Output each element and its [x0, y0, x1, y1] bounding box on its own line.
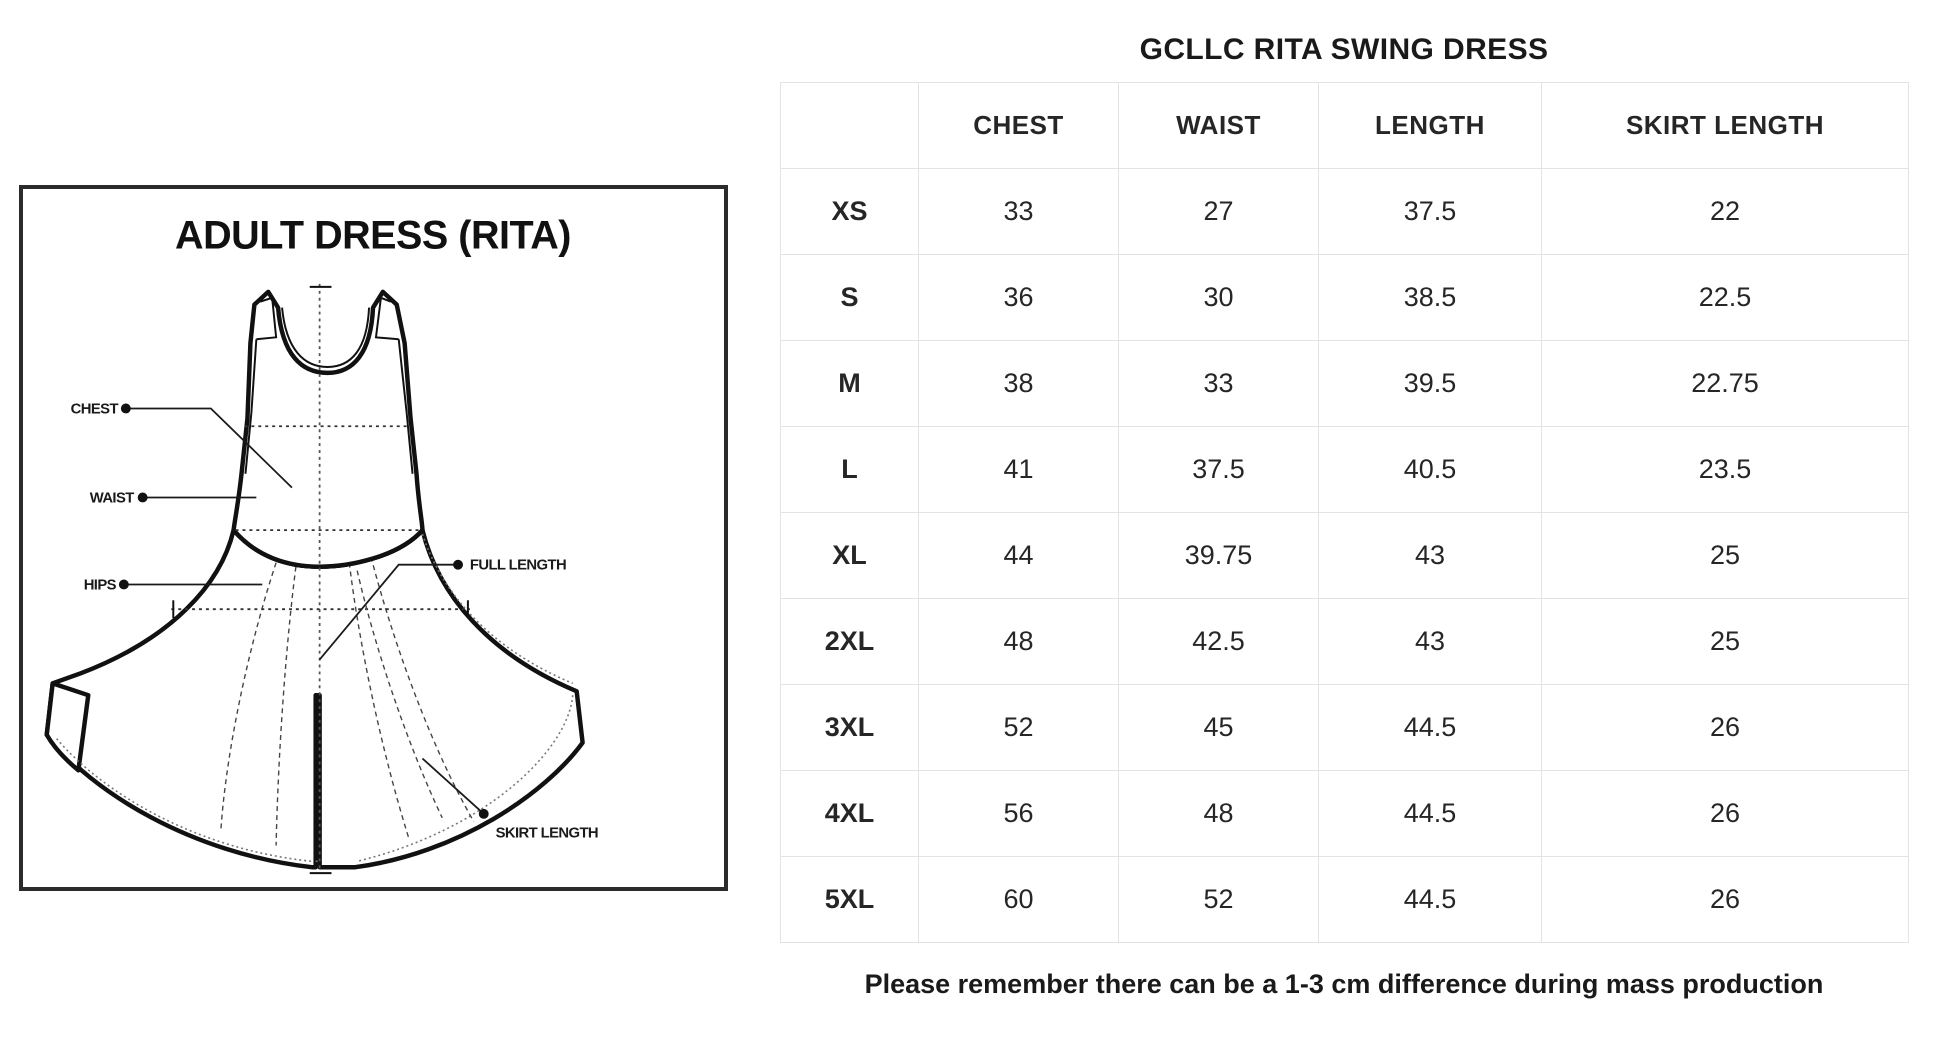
table-row: XL 44 39.75 43 25	[780, 512, 1909, 599]
cell-skirt-length: 22.75	[1541, 340, 1909, 427]
skirt-fold-center-left	[275, 566, 297, 846]
cell-length: 38.5	[1318, 254, 1542, 341]
cell-skirt-length: 22	[1541, 168, 1909, 255]
chest-callout: CHEST	[71, 401, 293, 489]
table-row: 5XL 60 52 44.5 26	[780, 856, 1909, 943]
cell-length: 40.5	[1318, 426, 1542, 513]
cell-chest: 56	[918, 770, 1119, 857]
skirt-length-label: SKIRT LENGTH	[496, 826, 598, 842]
cell-size: 5XL	[780, 856, 919, 943]
table-row: L 41 37.5 40.5 23.5	[780, 426, 1909, 513]
production-note: Please remember there can be a 1-3 cm di…	[864, 969, 1824, 999]
cell-skirt-length: 26	[1541, 856, 1909, 943]
cell-skirt-length: 25	[1541, 598, 1909, 685]
cell-skirt-length: 26	[1541, 770, 1909, 857]
chart-title: GCLLC RITA SWING DRESS	[1139, 33, 1549, 66]
skirt-left-fold	[44, 681, 91, 773]
full-length-measure-path	[356, 570, 443, 819]
cell-length: 44.5	[1318, 684, 1542, 771]
cell-chest: 41	[918, 426, 1119, 513]
skirt-edge-stitch-top-right	[421, 533, 574, 685]
cell-waist: 42.5	[1118, 598, 1319, 685]
header-size	[780, 82, 919, 169]
armhole-left	[244, 339, 258, 474]
table-row: 2XL 48 42.5 43 25	[780, 598, 1909, 685]
cell-chest: 60	[918, 856, 1119, 943]
cell-chest: 44	[918, 512, 1119, 599]
cell-size: 3XL	[780, 684, 919, 771]
cell-size: 4XL	[780, 770, 919, 857]
size-chart-table: CHEST WAIST LENGTH SKIRT LENGTH XS 33 27…	[780, 82, 1909, 943]
cell-chest: 33	[918, 168, 1119, 255]
dress-diagram-panel: ADULT DRESS (RITA)	[19, 185, 728, 891]
hips-callout: HIPS	[84, 577, 263, 593]
cell-waist: 52	[1118, 856, 1319, 943]
chest-leader-dot	[120, 403, 131, 414]
skirt-fold-left	[220, 562, 277, 832]
strap-inner-right	[374, 296, 399, 341]
cell-chest: 48	[918, 598, 1119, 685]
skirt-outline	[44, 527, 585, 870]
skirt-fold-center-right	[370, 556, 475, 823]
waist-seam	[231, 527, 425, 569]
diagram-title: ADULT DRESS (RITA)	[175, 213, 571, 257]
skirt-length-callout: SKIRT LENGTH	[421, 757, 599, 842]
cell-size: S	[780, 254, 919, 341]
cell-chest: 38	[918, 340, 1119, 427]
cell-length: 43	[1318, 512, 1542, 599]
cell-waist: 45	[1118, 684, 1319, 771]
table-header-row: CHEST WAIST LENGTH SKIRT LENGTH	[780, 82, 1909, 169]
cell-length: 43	[1318, 598, 1542, 685]
strap-inner-left	[256, 296, 278, 341]
waist-leader-dot	[137, 492, 148, 503]
cell-waist: 48	[1118, 770, 1319, 857]
hem-stitch-left	[56, 738, 312, 863]
dress-diagram-svg: ADULT DRESS (RITA)	[44, 213, 599, 875]
armhole-right	[397, 339, 414, 474]
cell-waist: 37.5	[1118, 426, 1319, 513]
cell-skirt-length: 22.5	[1541, 254, 1909, 341]
cell-skirt-length: 26	[1541, 684, 1909, 771]
table-row: 4XL 56 48 44.5 26	[780, 770, 1909, 857]
header-chest: CHEST	[918, 82, 1119, 169]
header-skirt-length: SKIRT LENGTH	[1541, 82, 1909, 169]
cell-size: 2XL	[780, 598, 919, 685]
cell-waist: 39.75	[1118, 512, 1319, 599]
skirt-length-leader-dot	[478, 808, 489, 819]
size-chart-panel: GCLLC RITA SWING DRESS CHEST WAIST LENGT…	[780, 20, 1909, 1030]
cell-length: 44.5	[1318, 770, 1542, 857]
full-length-label: FULL LENGTH	[470, 558, 566, 574]
waist-callout: WAIST	[90, 490, 257, 506]
table-row: 3XL 52 45 44.5 26	[780, 684, 1909, 771]
cell-chest: 52	[918, 684, 1119, 771]
cell-waist: 27	[1118, 168, 1319, 255]
cell-skirt-length: 25	[1541, 512, 1909, 599]
header-waist: WAIST	[1118, 82, 1319, 169]
full-length-leader-dot	[453, 559, 463, 570]
table-row: S 36 30 38.5 22.5	[780, 254, 1909, 341]
cell-skirt-length: 23.5	[1541, 426, 1909, 513]
cell-size: L	[780, 426, 919, 513]
table-row: M 38 33 39.5 22.75	[780, 340, 1909, 427]
header-length: LENGTH	[1318, 82, 1542, 169]
cell-chest: 36	[918, 254, 1119, 341]
cell-waist: 33	[1118, 340, 1319, 427]
cell-waist: 30	[1118, 254, 1319, 341]
full-length-callout: FULL LENGTH	[318, 558, 567, 661]
hips-leader-dot	[118, 579, 129, 590]
cell-length: 39.5	[1318, 340, 1542, 427]
cell-size: XL	[780, 512, 919, 599]
cell-length: 37.5	[1318, 168, 1542, 255]
hips-label: HIPS	[84, 577, 117, 593]
cell-size: XS	[780, 168, 919, 255]
cell-length: 44.5	[1318, 856, 1542, 943]
waist-label: WAIST	[90, 490, 135, 506]
skirt-fold-right	[348, 562, 410, 838]
table-row: XS 33 27 37.5 22	[780, 168, 1909, 255]
neckline-inner	[281, 307, 371, 368]
cell-size: M	[780, 340, 919, 427]
chest-label: CHEST	[71, 401, 119, 417]
bodice-outline	[231, 289, 425, 569]
